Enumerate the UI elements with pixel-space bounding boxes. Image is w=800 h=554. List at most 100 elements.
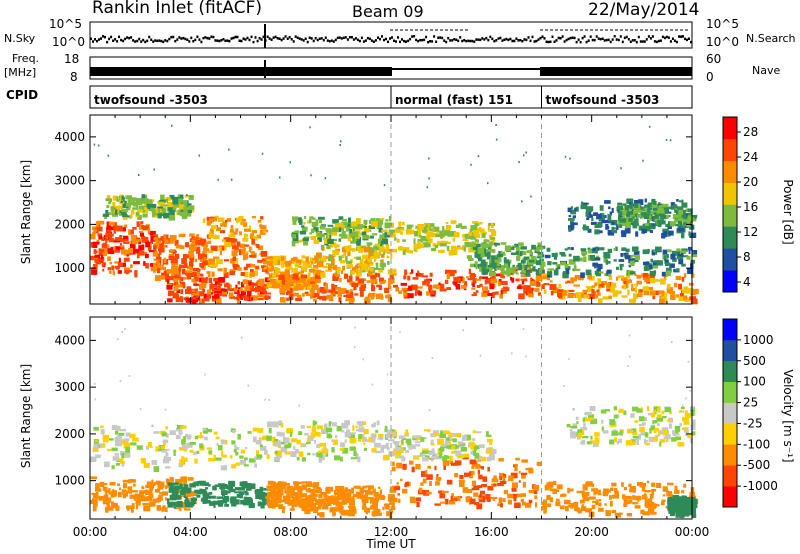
heatmap-cell — [389, 274, 394, 280]
heatmap-cell — [324, 256, 331, 259]
heatmap-cell — [177, 486, 184, 490]
heatmap-cell — [111, 211, 119, 217]
noise-point — [186, 38, 189, 41]
heatmap-cell — [651, 489, 657, 492]
heatmap-cell — [652, 295, 656, 300]
heatmap-cell — [133, 202, 138, 207]
heatmap-cell — [458, 479, 465, 483]
heatmap-cell — [488, 264, 493, 268]
heatmap-cell — [683, 497, 689, 501]
heatmap-cell — [340, 234, 348, 239]
heatmap-cell — [244, 251, 249, 254]
heatmap-cell — [324, 233, 328, 236]
heatmap-cell — [631, 259, 639, 262]
heatmap-cell — [385, 294, 389, 299]
heatmap-cell — [490, 278, 498, 284]
heatmap-cell — [180, 476, 187, 481]
heatmap-cell — [172, 283, 177, 286]
heatmap-cell — [324, 177, 327, 180]
heatmap-cell — [381, 238, 389, 245]
heatmap-cell — [476, 503, 483, 510]
heatmap-cell — [223, 484, 228, 488]
heatmap-cell — [456, 454, 464, 459]
heatmap-cell — [402, 447, 406, 451]
heatmap-cell — [189, 289, 196, 293]
noise-point — [571, 36, 574, 39]
heatmap-cell — [117, 338, 119, 341]
heatmap-cell — [662, 208, 669, 214]
heatmap-cell — [175, 267, 182, 272]
heatmap-cell — [122, 203, 129, 208]
heatmap-cell — [444, 279, 449, 284]
noise-point — [629, 40, 632, 43]
heatmap-cell — [605, 224, 609, 230]
heatmap-cell — [491, 478, 499, 483]
heatmap-cell — [536, 282, 541, 287]
heatmap-cell — [214, 293, 219, 299]
heatmap-cell — [620, 253, 623, 257]
heatmap-cell — [675, 511, 683, 518]
heatmap-cell — [250, 233, 254, 240]
heatmap-cell — [205, 482, 210, 486]
heatmap-cell — [95, 488, 102, 492]
heatmap-cell — [301, 266, 305, 271]
heatmap-cell — [199, 482, 207, 486]
noise-point — [358, 39, 361, 43]
heatmap-cell — [565, 281, 568, 284]
heatmap-cell — [620, 167, 622, 170]
heatmap-cell — [566, 289, 569, 294]
heatmap-cell — [104, 215, 107, 220]
heatmap-cell — [506, 267, 513, 273]
heatmap-cell — [301, 443, 306, 447]
heatmap-cell — [289, 500, 294, 504]
heatmap-cell — [676, 294, 680, 298]
noise-point — [156, 39, 159, 43]
heatmap-cell — [666, 419, 673, 422]
heatmap-cell — [203, 293, 211, 299]
heatmap-cell — [122, 227, 126, 232]
heatmap-cell — [111, 465, 115, 470]
heatmap-cell — [181, 487, 187, 492]
heatmap-cell — [513, 493, 517, 498]
heatmap-cell — [140, 457, 146, 464]
noise-point — [507, 38, 510, 42]
heatmap-cell — [590, 248, 598, 254]
heatmap-cell — [250, 246, 253, 251]
heatmap-cell — [667, 223, 674, 227]
heatmap-cell — [447, 434, 453, 437]
colorbar-segment — [723, 248, 737, 271]
heatmap-cell — [489, 441, 493, 445]
heatmap-cell — [634, 273, 637, 276]
heatmap-cell — [128, 375, 131, 377]
heatmap-cell — [464, 242, 472, 246]
heatmap-cell — [249, 271, 255, 277]
heatmap-cell — [636, 408, 643, 413]
heatmap-cell — [168, 487, 174, 493]
heatmap-cell — [261, 492, 268, 497]
heatmap-cell — [95, 259, 101, 265]
heatmap-cell — [121, 462, 125, 467]
heatmap-cell — [112, 270, 116, 276]
noise-point — [172, 35, 175, 39]
heatmap-cell — [246, 263, 253, 268]
heatmap-cell — [385, 442, 389, 449]
heatmap-cell — [282, 507, 285, 514]
heatmap-cell — [684, 512, 688, 517]
heatmap-cell — [491, 293, 495, 299]
heatmap-cell — [387, 232, 391, 235]
heatmap-cell — [644, 222, 649, 226]
heatmap-cell — [135, 211, 140, 216]
heatmap-cell — [428, 157, 430, 160]
heatmap-cell — [309, 126, 311, 129]
heatmap-cell — [335, 248, 340, 252]
noise-point — [657, 39, 660, 43]
heatmap-cell — [643, 261, 649, 266]
heatmap-cell — [395, 450, 402, 456]
heatmap-cell — [287, 495, 291, 501]
heatmap-cell — [375, 262, 379, 269]
heatmap-cell — [313, 298, 317, 302]
heatmap-cell — [93, 229, 97, 232]
noise-point — [385, 37, 387, 41]
heatmap-cell — [230, 240, 237, 246]
heatmap-cell — [189, 267, 193, 271]
